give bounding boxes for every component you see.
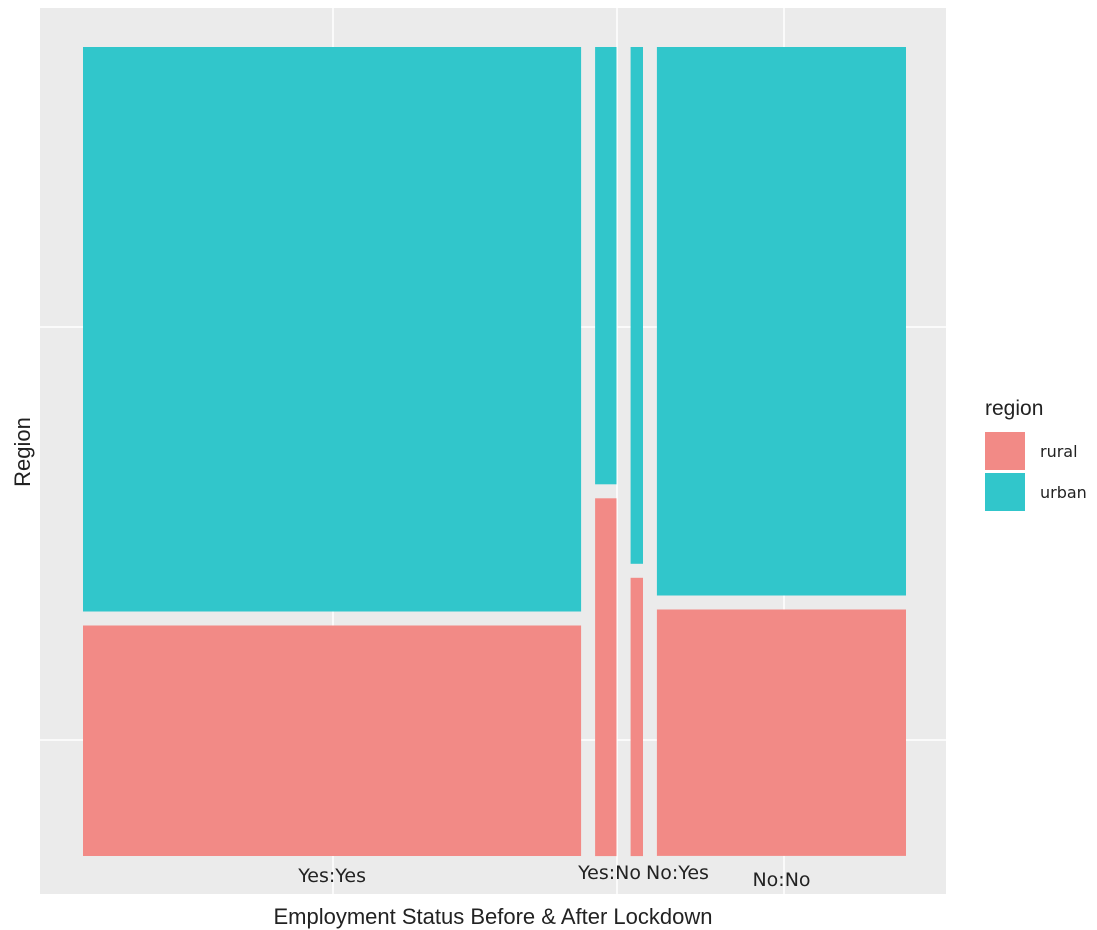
tile-urban-no-yes <box>630 47 643 564</box>
tile-urban-no-no <box>656 47 906 596</box>
x-tick-label: Yes:Yes <box>297 865 366 887</box>
tile-rural-no-no <box>656 609 906 856</box>
x-tick-label: Yes:No <box>577 862 641 884</box>
legend-title: region <box>985 397 1043 420</box>
mosaic-tiles <box>83 47 906 857</box>
legend-key-rural <box>985 432 1025 470</box>
legend-label-urban: urban <box>1040 483 1087 502</box>
tile-urban-yes-yes <box>83 47 582 612</box>
tile-rural-no-yes <box>630 577 643 857</box>
y-axis-title: Region <box>10 417 35 487</box>
legend: region rural urban <box>985 397 1087 511</box>
tile-rural-yes-no <box>595 498 617 857</box>
x-tick-label: No:No <box>752 869 810 891</box>
legend-label-rural: rural <box>1040 442 1078 461</box>
x-tick-labels: Yes:Yes Yes:No No:Yes No:No <box>297 862 810 891</box>
tile-urban-yes-no <box>595 47 617 485</box>
x-tick-label: No:Yes <box>646 862 709 884</box>
x-axis-title: Employment Status Before & After Lockdow… <box>273 904 712 929</box>
tile-rural-yes-yes <box>83 625 582 856</box>
legend-key-urban <box>985 473 1025 511</box>
